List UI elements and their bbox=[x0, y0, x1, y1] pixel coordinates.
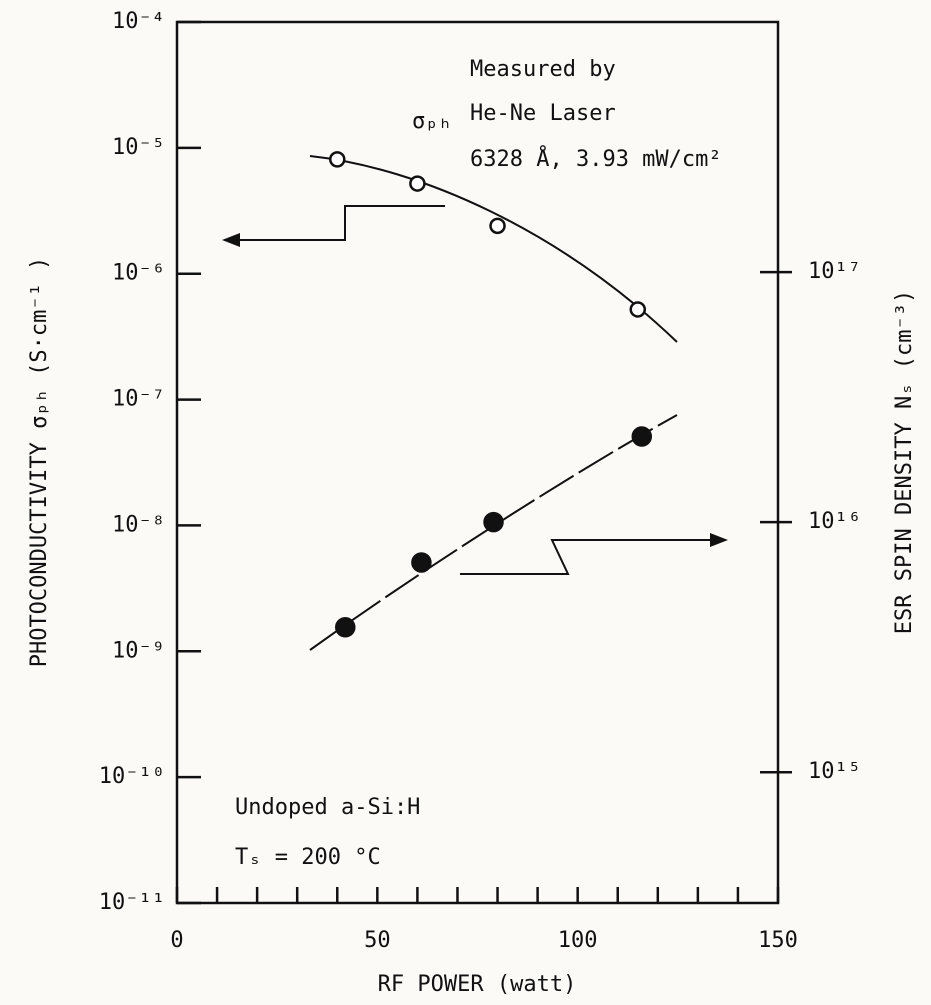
y2-tick-label: 10¹⁶ bbox=[808, 509, 861, 534]
y-tick-label: 10⁻⁷ bbox=[112, 387, 165, 412]
data-point bbox=[329, 151, 346, 168]
arrow bbox=[235, 205, 445, 241]
x-tick-label: 50 bbox=[364, 928, 391, 953]
fit-curve bbox=[309, 155, 678, 343]
x-axis-label: RF POWER (watt) bbox=[378, 972, 577, 997]
annotation: He-Ne Laser bbox=[470, 101, 616, 126]
arrow bbox=[460, 539, 715, 575]
annotation: σₚₕ bbox=[412, 109, 452, 134]
y2-tick-label: 10¹⁷ bbox=[808, 259, 861, 284]
y2-tick-label: 10¹⁵ bbox=[808, 759, 861, 784]
y-tick-label: 10⁻⁶ bbox=[112, 261, 165, 286]
annotation: Measured by bbox=[470, 57, 616, 82]
arrowhead bbox=[710, 533, 728, 547]
plot-frame bbox=[175, 20, 780, 905]
y-axis-label: PHOTOCONDUCTIVITY σₚₕ (S·cm⁻¹ ) bbox=[27, 257, 52, 668]
data-point bbox=[409, 175, 426, 192]
y-tick-label: 10⁻¹⁰ bbox=[99, 764, 165, 789]
data-point bbox=[631, 426, 653, 447]
fit-curve bbox=[309, 414, 678, 651]
data-point bbox=[629, 301, 647, 318]
data-point bbox=[411, 552, 432, 573]
y-tick-label: 10⁻⁴ bbox=[112, 9, 165, 34]
data-point bbox=[489, 217, 506, 235]
arrowhead bbox=[222, 233, 240, 247]
y-tick-label: 10⁻¹¹ bbox=[99, 890, 165, 915]
y-tick-label: 10⁻⁸ bbox=[112, 512, 165, 537]
annotation: Undoped a-Si:H bbox=[235, 795, 420, 820]
y-tick-label: 10⁻⁹ bbox=[112, 638, 165, 663]
data-point bbox=[335, 616, 356, 638]
annotation: Tₛ = 200 °C bbox=[235, 845, 381, 870]
y-tick-label: 10⁻⁵ bbox=[112, 135, 165, 160]
x-tick-label: 0 bbox=[170, 928, 183, 953]
annotation: 6328 Å, 3.93 mW/cm² bbox=[470, 145, 722, 172]
x-tick-label: 100 bbox=[558, 928, 598, 953]
x-tick-label: 150 bbox=[758, 928, 798, 953]
data-point bbox=[483, 511, 504, 533]
y2-axis-label: ESR SPIN DENSITY Nₛ (cm⁻³) bbox=[892, 290, 917, 634]
